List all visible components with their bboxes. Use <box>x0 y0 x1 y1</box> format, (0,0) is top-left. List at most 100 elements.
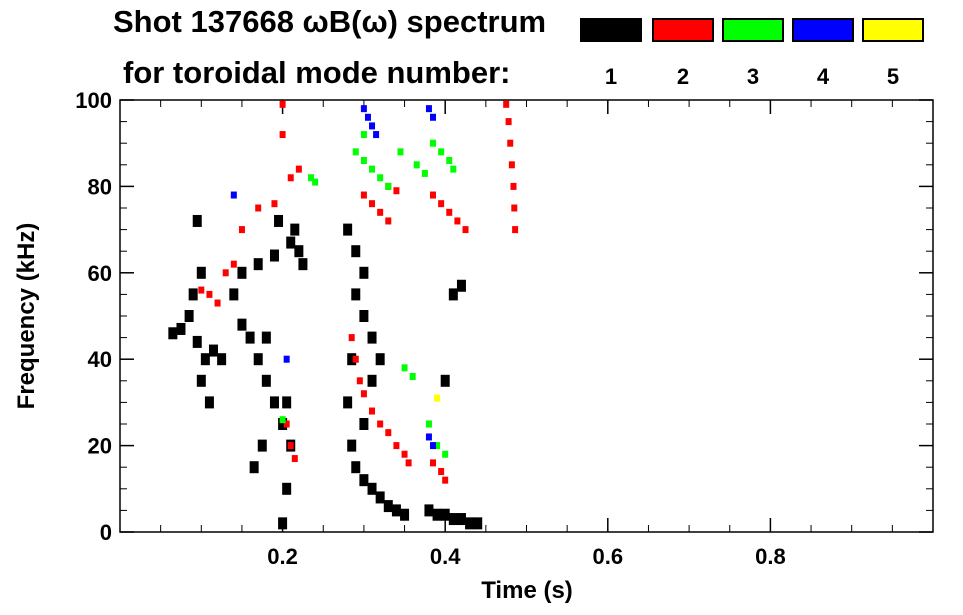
legend-item-mode-3: 3 <box>722 18 784 98</box>
spectrum-mark-mode-1 <box>217 353 227 366</box>
spectrum-mark-mode-4 <box>360 105 367 113</box>
spectrum-mark-mode-1 <box>269 396 279 409</box>
legend-item-mode-4: 4 <box>792 18 854 98</box>
spectrum-mark-mode-4 <box>425 105 432 113</box>
spectrum-mark-mode-5 <box>434 394 441 402</box>
spectrum-mark-mode-1 <box>432 508 442 521</box>
spectrum-mark-mode-2 <box>348 334 355 342</box>
spectrum-mark-mode-4 <box>430 442 437 450</box>
spectrum-mark-mode-2 <box>385 429 392 437</box>
legend-label-mode-2: 2 <box>676 64 690 89</box>
legend-swatch-mode-5 <box>862 18 924 42</box>
spectrum-mark-mode-1 <box>375 491 385 504</box>
x-tick-label: 0.2 <box>267 544 298 569</box>
spectrum-mark-mode-1 <box>383 500 393 513</box>
spectrum-mark-mode-2 <box>369 200 376 208</box>
spectrum-mark-mode-2 <box>462 226 469 234</box>
spectrum-mark-mode-2 <box>505 118 512 126</box>
spectrum-mark-mode-1 <box>456 513 466 526</box>
spectrum-mark-mode-2 <box>438 200 445 208</box>
spectrum-mark-mode-1 <box>343 223 353 236</box>
spectrum-mark-mode-1 <box>359 266 369 279</box>
spectrum-mark-mode-1 <box>286 236 296 249</box>
legend-label-mode-5: 5 <box>886 64 900 89</box>
spectrum-mark-mode-2 <box>255 204 262 212</box>
spectrum-mark-mode-2 <box>401 450 408 458</box>
spectrum-mark-mode-2 <box>446 208 453 216</box>
y-tick-label: 40 <box>88 347 112 372</box>
spectrum-mark-mode-2 <box>430 191 437 199</box>
spectrum-mark-mode-1 <box>448 513 458 526</box>
spectrum-mark-mode-2 <box>454 217 461 225</box>
spectrum-mark-mode-1 <box>298 258 308 271</box>
spectrum-mark-mode-2 <box>442 476 449 484</box>
spectrum-mark-mode-2 <box>279 100 286 108</box>
legend-swatch-mode-3 <box>722 18 784 42</box>
spectrum-mark-mode-1 <box>359 474 369 487</box>
y-tick-label: 0 <box>100 520 112 545</box>
spectrum-mark-mode-1 <box>253 258 263 271</box>
spectrum-mark-mode-1 <box>245 331 255 344</box>
spectrum-mark-mode-3 <box>352 148 359 156</box>
spectrum-mark-mode-1 <box>196 374 206 387</box>
spectrum-mark-mode-4 <box>373 131 380 139</box>
legend-swatch-mode-4 <box>792 18 854 42</box>
spectrum-mark-mode-2 <box>295 165 302 173</box>
spectrum-marks <box>168 100 519 530</box>
spectrum-mark-mode-1 <box>440 374 450 387</box>
spectrum-mark-mode-1 <box>351 288 361 301</box>
spectrum-mark-mode-2 <box>369 407 376 415</box>
spectrum-mark-mode-2 <box>510 182 517 190</box>
spectrum-mark-mode-2 <box>352 355 359 363</box>
spectrum-mark-mode-1 <box>347 353 357 366</box>
spectrum-mark-mode-1 <box>176 322 186 335</box>
spectrum-mark-mode-3 <box>450 165 457 173</box>
spectrum-mark-mode-2 <box>360 390 367 398</box>
legend-item-mode-1: 1 <box>580 18 642 98</box>
spectrum-mark-mode-3 <box>397 148 404 156</box>
spectrum-mark-mode-2 <box>503 100 510 108</box>
spectrum-mark-mode-3 <box>312 178 319 186</box>
legend-caption: for toroidal mode number: <box>123 55 511 90</box>
spectrum-mark-mode-3 <box>430 139 437 147</box>
y-tick-label: 100 <box>75 88 112 113</box>
spectrum-mark-mode-4 <box>425 433 432 441</box>
plot-frame <box>119 99 934 533</box>
spectrum-mark-mode-2 <box>206 290 213 298</box>
spectrum-mark-mode-2 <box>512 226 519 234</box>
spectrum-mark-mode-1 <box>290 223 300 236</box>
spectrum-mark-mode-1 <box>249 461 259 474</box>
axis-ticks: 0.2 0.4 0.6 0.8 0 20 40 60 80 100 <box>75 88 933 569</box>
y-tick-label: 20 <box>88 434 112 459</box>
y-axis-label: Frequency (kHz) <box>13 223 40 410</box>
spectrum-mark-mode-3 <box>442 450 449 458</box>
spectrum-mark-mode-3 <box>425 420 432 428</box>
spectrum-mark-mode-1 <box>237 266 247 279</box>
spectrum-mark-mode-1 <box>400 508 410 521</box>
spectrum-mark-mode-2 <box>214 299 221 307</box>
spectrum-mark-mode-3 <box>409 372 416 380</box>
legend-label-mode-1: 1 <box>604 64 618 89</box>
spectrum-mark-mode-2 <box>222 269 229 277</box>
spectrum-mark-mode-1 <box>448 288 458 301</box>
legend: 1 2 3 4 5 <box>580 18 930 98</box>
spectrum-mark-mode-1 <box>359 418 369 430</box>
spectrum-mark-mode-3 <box>369 165 376 173</box>
spectrum-mark-mode-2 <box>287 174 294 182</box>
spectrum-mark-mode-4 <box>430 113 437 121</box>
spectrum-mark-mode-1 <box>204 396 214 409</box>
legend-swatch-mode-2 <box>652 18 714 42</box>
spectrum-mark-mode-1 <box>343 396 353 409</box>
spectrum-mark-mode-1 <box>229 288 239 301</box>
spectrum-mark-mode-2 <box>430 459 437 467</box>
spectrum-mark-mode-1 <box>473 517 483 530</box>
y-tick-label: 80 <box>88 174 112 199</box>
spectrum-mark-mode-2 <box>438 468 445 476</box>
spectrum-mark-mode-4 <box>364 113 371 121</box>
spectrum-mark-mode-1 <box>261 331 271 344</box>
legend-swatch-mode-1 <box>580 18 642 42</box>
spectrum-mark-mode-2 <box>508 161 515 169</box>
spectrum-mark-mode-3 <box>413 161 420 169</box>
spectrum-mark-mode-1 <box>294 245 304 258</box>
spectrum-mark-mode-1 <box>456 279 466 292</box>
